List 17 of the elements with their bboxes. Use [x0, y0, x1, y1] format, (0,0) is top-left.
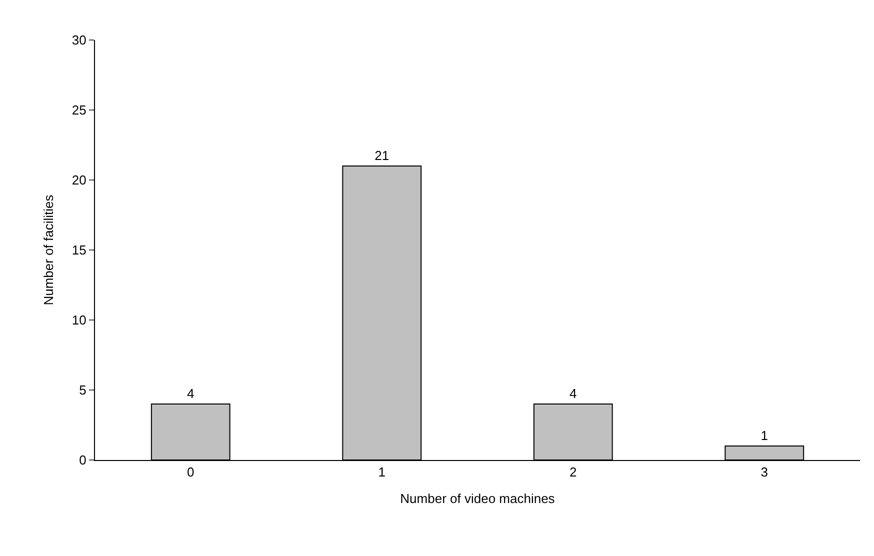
y-tick-label: 0	[79, 452, 86, 468]
y-tick-label: 15	[72, 242, 86, 258]
y-tick-label: 30	[72, 32, 86, 48]
y-tick-label: 25	[72, 102, 86, 118]
y-axis-title: Number of facilities	[40, 194, 56, 306]
x-tick-label: 0	[187, 464, 194, 480]
y-tick-label: 10	[72, 312, 86, 328]
data-label: 1	[760, 428, 768, 443]
data-label: 21	[374, 148, 390, 163]
x-tick-label: 2	[570, 464, 577, 480]
x-tick-label: 1	[378, 464, 386, 480]
y-tick-label: 20	[72, 172, 86, 188]
y-tick-label: 5	[79, 382, 86, 398]
data-label: 4	[570, 386, 577, 401]
x-axis-title: Number of video machines	[400, 491, 556, 506]
data-label: 4	[187, 386, 194, 401]
x-tick-label: 3	[760, 464, 768, 480]
